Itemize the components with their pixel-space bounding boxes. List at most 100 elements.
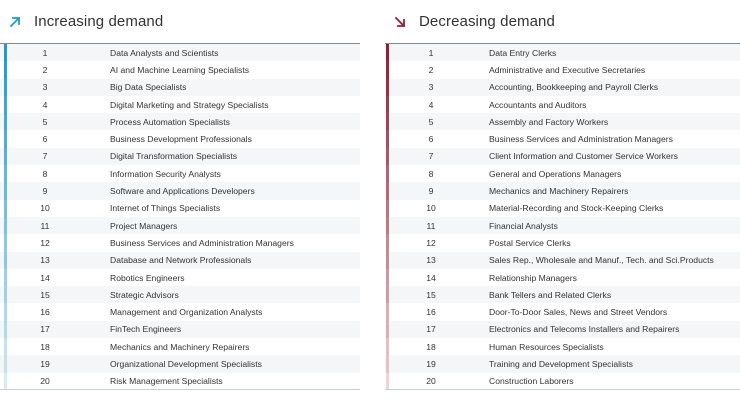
list-item: 9 Mechanics and Machinery Repairers: [385, 182, 740, 200]
rank-color-bar: [4, 268, 7, 287]
decreasing-demand-title: Decreasing demand: [419, 13, 555, 30]
rank-color-bar: [4, 320, 7, 339]
list-item: 4 Digital Marketing and Strategy Speciali…: [0, 95, 360, 114]
job-title: Software and Applications Developers: [110, 186, 255, 197]
rank-number: 7: [428, 151, 434, 162]
rank-color-bar: [4, 355, 7, 373]
list-item: 1 Data Analysts and Scientists: [0, 44, 360, 62]
list-item: 5 Process Automation Specialists: [0, 113, 360, 131]
rank-number: 17: [40, 324, 50, 335]
job-title: Data Analysts and Scientists: [110, 47, 219, 58]
rank-color-bar: [386, 216, 389, 235]
list-item: 16 Management and Organization Analysts: [0, 303, 360, 321]
rank-color-bar: [386, 61, 389, 79]
list-item: 15 Bank Tellers and Related Clerks: [385, 286, 740, 304]
list-item: 2 AI and Machine Learning Specialists: [0, 61, 360, 79]
rank-number: 11: [40, 220, 50, 231]
job-title: Process Automation Specialists: [110, 116, 230, 127]
list-item: 10 Material-Recording and Stock-Keeping C…: [385, 199, 740, 217]
list-item: 8 Information Security Analysts: [0, 165, 360, 183]
rank-number: 20: [426, 375, 436, 386]
rank-number: 8: [42, 168, 48, 179]
list-item: 13 Sales Rep., Wholesale and Manuf., Tech…: [385, 251, 740, 269]
rank-color-bar: [4, 286, 7, 304]
rank-number: 12: [426, 237, 436, 248]
job-title: Robotics Engineers: [110, 272, 185, 283]
rank-color-bar: [4, 338, 7, 356]
rank-number: 20: [40, 375, 50, 386]
job-title: Management and Organization Analysts: [110, 307, 263, 318]
rank-number: 4: [428, 99, 434, 110]
list-item: 11 Project Managers: [0, 216, 360, 235]
arrow-down-right-icon: [394, 16, 406, 27]
rank-number: 17: [426, 324, 436, 335]
rank-number: 18: [40, 341, 50, 352]
job-title: Data Entry Clerks: [489, 47, 557, 58]
rank-color-bar: [4, 78, 7, 96]
rank-number: 10: [40, 203, 50, 214]
list-item: 1 Data Entry Clerks: [385, 44, 740, 62]
job-title: Postal Service Clerks: [489, 237, 571, 248]
list-item: 14 Relationship Managers: [385, 268, 740, 287]
decreasing-demand-heading: Decreasing demand: [385, 0, 740, 43]
job-title: Mechanics and Machinery Repairers: [489, 186, 629, 197]
rank-number: 12: [40, 237, 50, 248]
rank-color-bar: [4, 372, 7, 389]
job-title: Construction Laborers: [489, 375, 574, 386]
rank-color-bar: [386, 303, 389, 321]
rank-number: 9: [428, 186, 434, 197]
rank-number: 1: [428, 47, 434, 58]
rank-color-bar: [386, 251, 389, 269]
rank-number: 13: [426, 255, 436, 266]
job-title: Database and Network Professionals: [110, 255, 252, 266]
rank-number: 18: [426, 341, 436, 352]
rank-color-bar: [386, 199, 389, 217]
list-item: 8 General and Operations Managers: [385, 165, 740, 183]
rank-color-bar: [4, 95, 7, 114]
list-item: 20 Risk Management Specialists: [0, 372, 360, 390]
rank-color-bar: [4, 216, 7, 235]
job-title: Business Development Professionals: [110, 134, 252, 145]
list-item: 6 Business Development Professionals: [0, 130, 360, 148]
job-title: Information Security Analysts: [110, 168, 221, 179]
job-title: Risk Management Specialists: [110, 375, 223, 386]
job-title: Assembly and Factory Workers: [489, 116, 609, 127]
job-title: Human Resources Specialists: [489, 341, 604, 352]
rank-color-bar: [4, 147, 7, 166]
job-title: Internet of Things Specialists: [110, 203, 221, 214]
list-item: 18 Human Resources Specialists: [385, 338, 740, 356]
rank-color-bar: [4, 61, 7, 79]
rank-number: 3: [428, 82, 434, 93]
rank-color-bar: [386, 234, 389, 252]
rank-color-bar: [386, 320, 389, 339]
rank-color-bar: [4, 44, 7, 62]
rank-color-bar: [386, 268, 389, 287]
list-item: 4 Accountants and Auditors: [385, 95, 740, 114]
rank-color-bar: [386, 113, 389, 131]
job-title: Relationship Managers: [489, 272, 577, 283]
list-item: 5 Assembly and Factory Workers: [385, 113, 740, 131]
rank-color-bar: [386, 78, 389, 96]
decreasing-demand-panel: Decreasing demand 1 Data Entry Clerks 2 Adm…: [385, 0, 740, 390]
list-item: 19 Organizational Development Specialists: [0, 355, 360, 373]
rank-number: 14: [40, 272, 50, 283]
list-item: 14 Robotics Engineers: [0, 268, 360, 287]
rank-color-bar: [4, 251, 7, 269]
rank-number: 15: [426, 289, 436, 300]
rank-number: 5: [42, 116, 48, 127]
job-title: Sales Rep., Wholesale and Manuf., Tech. …: [489, 255, 714, 266]
list-item: 17 FinTech Engineers: [0, 320, 360, 339]
rank-number: 6: [42, 134, 48, 145]
job-title: Client Information and Customer Service …: [489, 151, 678, 162]
rank-color-bar: [386, 372, 389, 389]
list-item: 3 Accounting, Bookkeeping and Payroll Cle…: [385, 78, 740, 96]
job-title: Big Data Specialists: [110, 82, 187, 93]
rank-number: 16: [426, 307, 436, 318]
rank-color-bar: [386, 338, 389, 356]
rank-color-bar: [386, 130, 389, 148]
rank-number: 8: [428, 168, 434, 179]
job-title: Accounting, Bookkeeping and Payroll Cler…: [489, 82, 659, 93]
list-item: 15 Strategic Advisors: [0, 286, 360, 304]
list-item: 2 Administrative and Executive Secretarie…: [385, 61, 740, 79]
rank-color-bar: [386, 355, 389, 373]
